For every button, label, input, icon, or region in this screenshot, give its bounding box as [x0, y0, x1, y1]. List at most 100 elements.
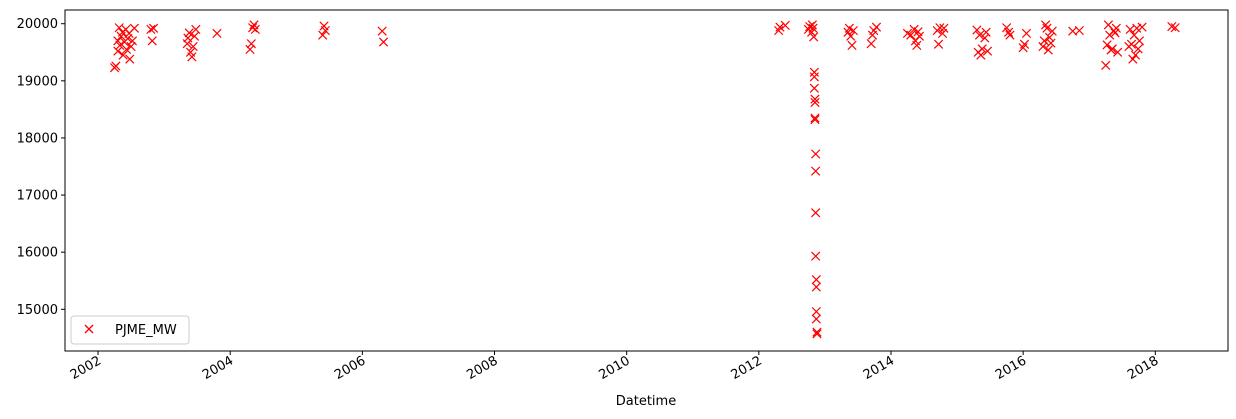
data-point	[212, 28, 222, 39]
data-point	[127, 36, 138, 46]
data-point	[125, 54, 135, 64]
data-point	[810, 94, 820, 104]
data-point	[809, 67, 819, 77]
data-point	[1044, 32, 1055, 43]
data-point	[1126, 39, 1137, 49]
x-tick-label: 2014	[861, 353, 897, 383]
data-point	[1134, 36, 1145, 46]
data-point	[811, 314, 821, 324]
x-tick-label: 2010	[597, 353, 633, 383]
data-points	[109, 20, 1180, 339]
data-point	[1137, 22, 1147, 32]
data-point	[914, 31, 925, 41]
data-point	[847, 40, 857, 51]
data-point	[378, 37, 389, 47]
x-tick-label: 2018	[1125, 353, 1161, 383]
data-point	[1043, 45, 1053, 55]
data-point	[972, 25, 982, 35]
data-point	[126, 41, 136, 52]
data-point	[1101, 60, 1111, 71]
data-point	[377, 26, 387, 36]
data-point	[810, 115, 820, 125]
data-point	[129, 23, 140, 33]
data-point	[146, 24, 156, 35]
y-tick-label: 18000	[17, 131, 58, 146]
y-tick-label: 17000	[17, 189, 58, 204]
data-point	[1047, 26, 1057, 36]
data-point	[248, 23, 258, 33]
data-point	[912, 40, 922, 51]
data-point	[774, 25, 784, 36]
data-point	[1167, 21, 1177, 32]
y-axis: 15000 16000 17000 18000 19000 20000	[17, 17, 65, 318]
data-point	[1111, 23, 1121, 33]
data-point	[121, 44, 132, 55]
data-point	[187, 52, 197, 62]
data-point	[810, 113, 820, 123]
data-point	[1170, 23, 1180, 33]
data-point	[115, 40, 125, 51]
data-point	[1102, 40, 1112, 50]
data-point	[811, 149, 821, 159]
y-tick-label: 19000	[17, 74, 58, 89]
data-point	[811, 306, 821, 317]
data-point	[1107, 44, 1117, 54]
data-point	[980, 33, 990, 43]
legend: PJME_MW	[70, 315, 190, 345]
data-point	[812, 327, 822, 337]
data-point	[113, 46, 123, 56]
data-point	[1038, 41, 1048, 52]
data-point	[245, 44, 255, 55]
data-point	[1113, 47, 1123, 57]
data-point	[250, 24, 260, 35]
x-tick-label: 2012	[729, 353, 765, 383]
data-point	[809, 83, 819, 93]
data-point	[811, 274, 821, 285]
data-point	[846, 31, 856, 41]
data-point	[811, 208, 821, 218]
data-point	[1128, 54, 1138, 64]
data-point	[188, 41, 198, 52]
data-point	[114, 23, 124, 33]
data-point	[871, 22, 882, 32]
x-tick-label: 2006	[332, 353, 368, 383]
data-point	[320, 25, 330, 36]
data-point	[123, 33, 133, 44]
x-tick-label: 2004	[200, 353, 236, 383]
data-point	[1046, 38, 1056, 48]
data-point	[810, 97, 820, 108]
data-point	[1042, 23, 1052, 33]
legend-marker	[84, 324, 94, 334]
x-axis: 2002 2004 2006 2008 2010 2012 2014 2016 2018	[68, 351, 1161, 383]
data-point	[780, 20, 790, 31]
data-point	[811, 166, 821, 176]
legend-label: PJME_MW	[115, 323, 177, 338]
data-point	[982, 46, 993, 56]
data-point	[809, 32, 819, 42]
data-point	[147, 36, 157, 46]
x-axis-title: Datetime	[616, 394, 676, 409]
data-point	[807, 20, 817, 30]
data-point	[811, 282, 821, 292]
data-point	[318, 30, 328, 40]
data-point	[848, 25, 858, 36]
data-point	[933, 39, 944, 49]
x-tick-label: 2016	[993, 353, 1029, 383]
data-point	[981, 27, 991, 37]
data-point	[1003, 27, 1014, 37]
x-tick-label: 2002	[68, 353, 104, 383]
data-point	[1005, 30, 1015, 40]
plot-frame	[64, 9, 1229, 352]
data-point	[191, 24, 201, 35]
data-point	[974, 30, 985, 40]
data-point	[866, 39, 876, 49]
data-point	[184, 28, 194, 38]
data-point	[808, 23, 818, 33]
data-point	[809, 72, 819, 82]
data-point	[937, 28, 948, 39]
data-point	[118, 50, 128, 60]
y-tick-label: 20000	[17, 17, 58, 32]
data-point	[148, 23, 159, 33]
data-point	[1130, 50, 1141, 60]
